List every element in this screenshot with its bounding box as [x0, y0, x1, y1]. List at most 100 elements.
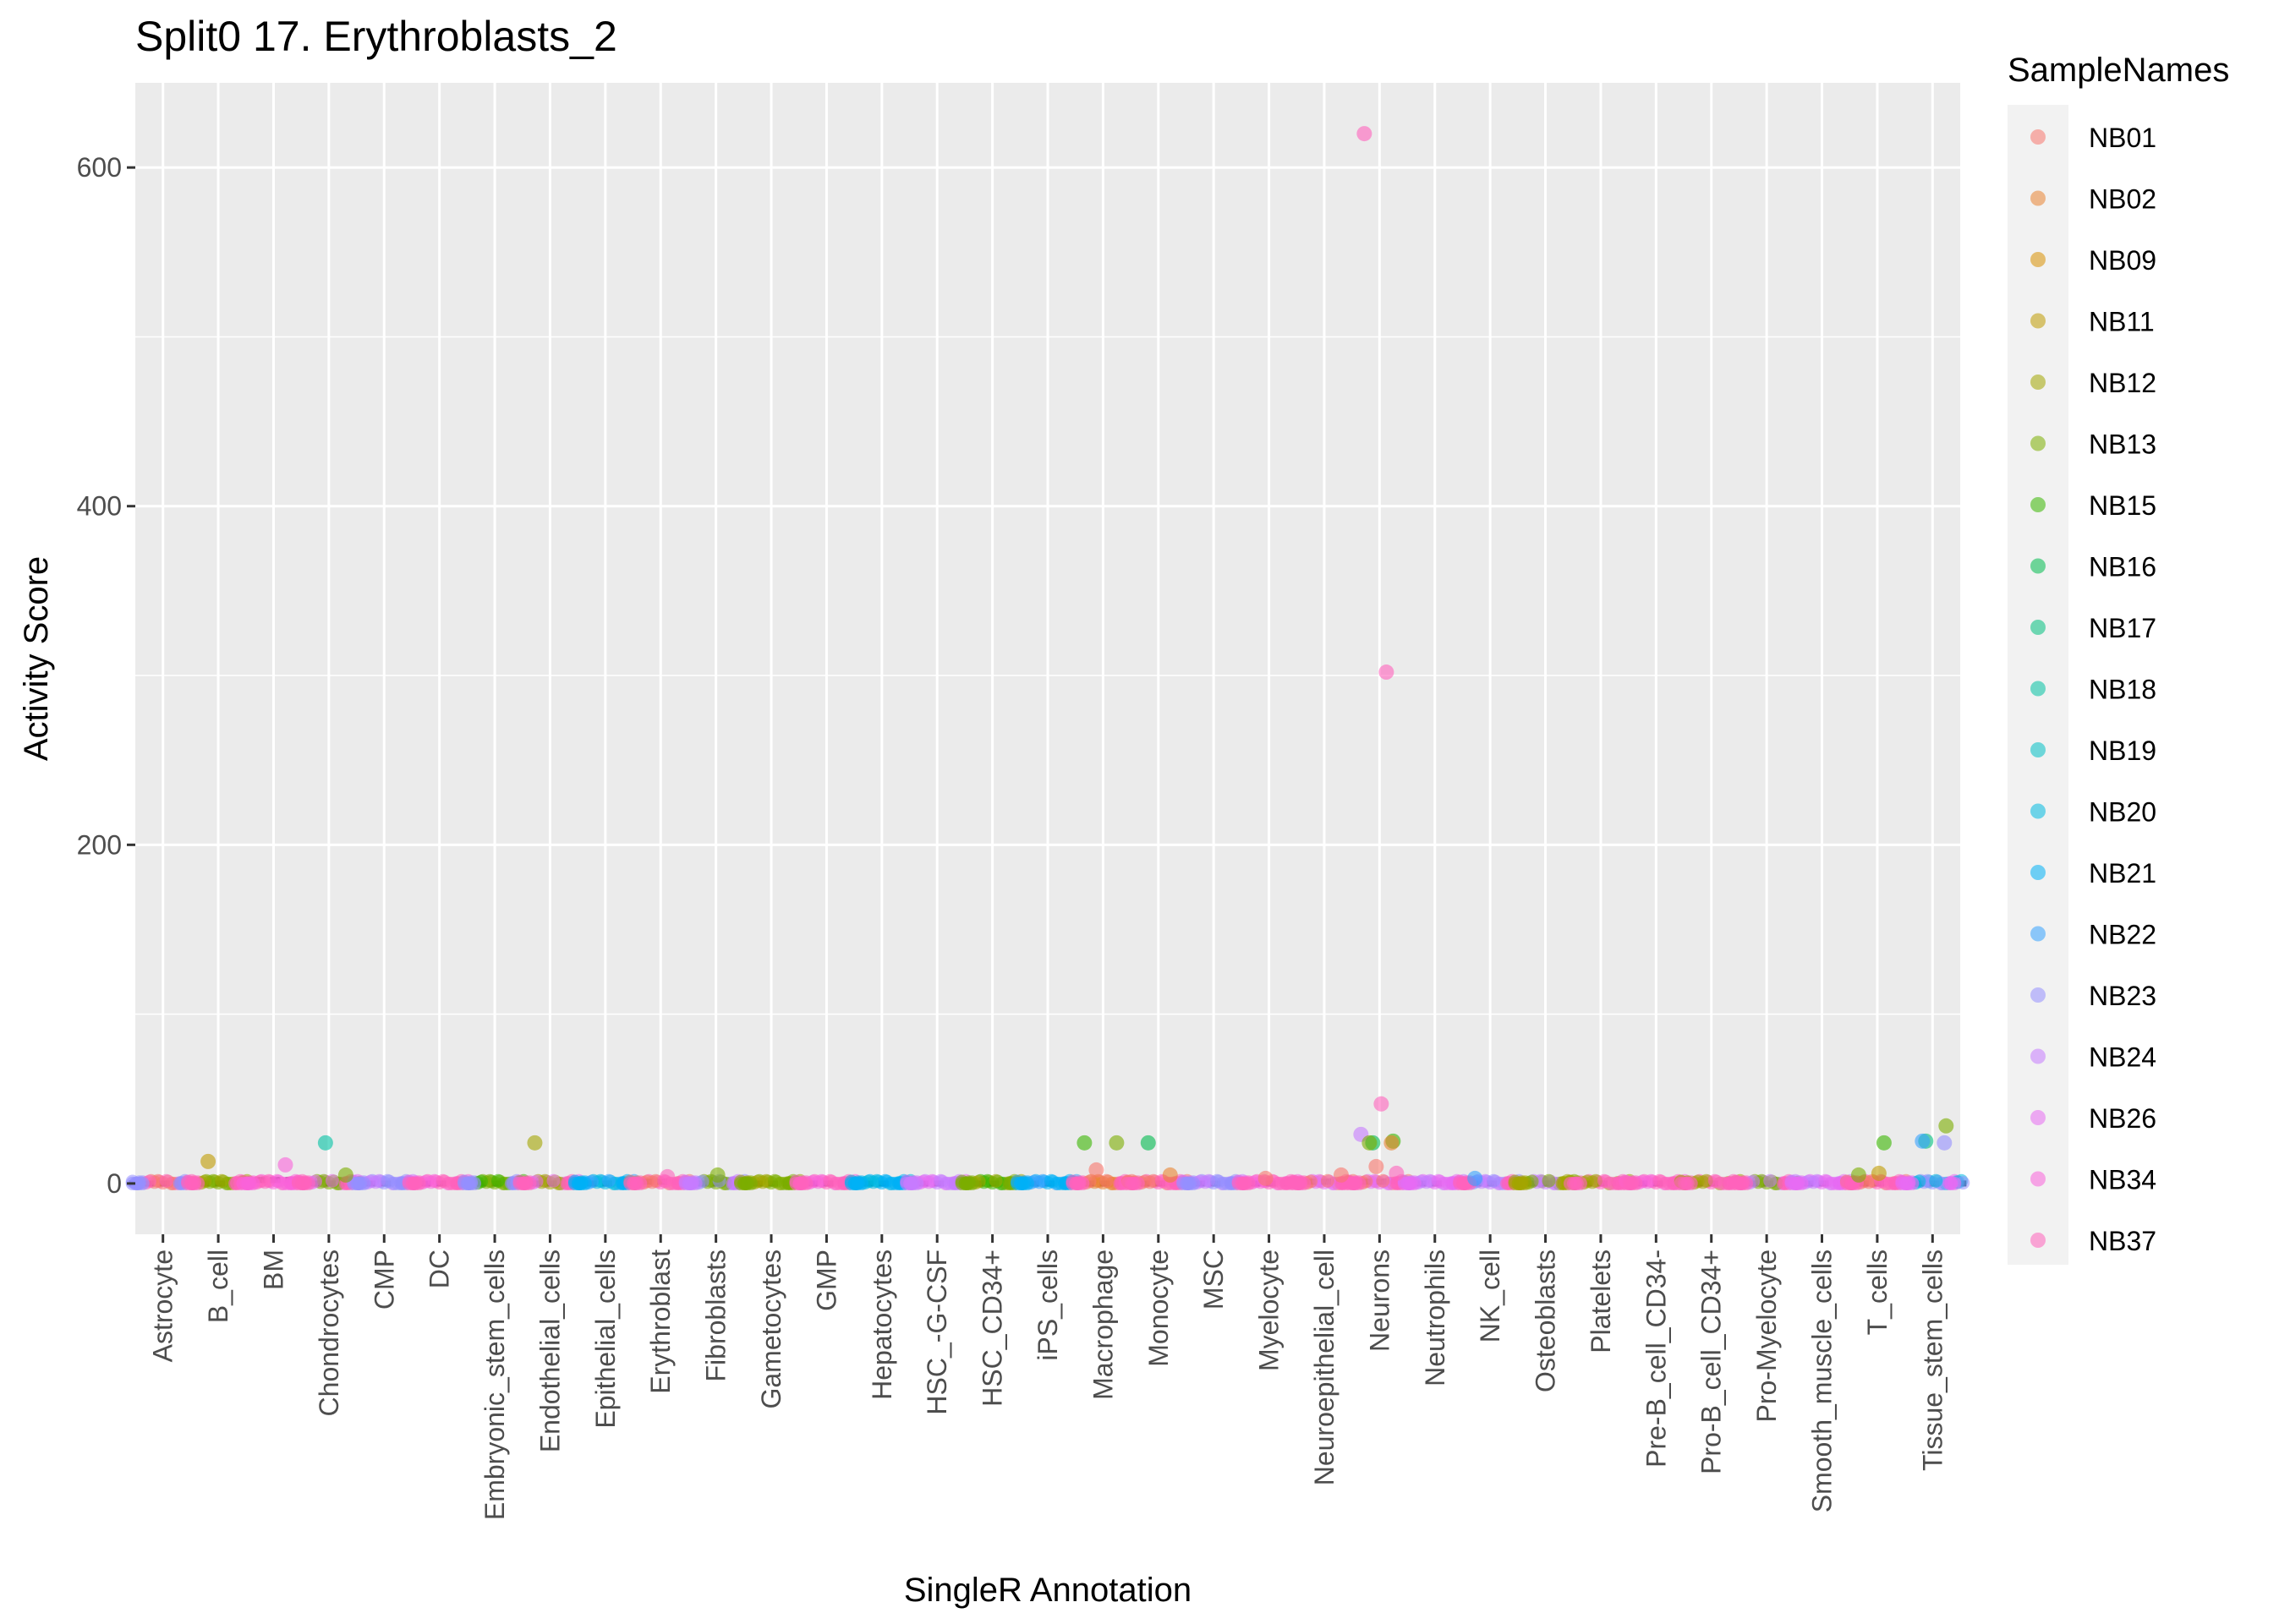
- legend-label: NB20: [2089, 797, 2156, 828]
- y-axis: 0 200 400 600: [77, 152, 135, 1199]
- x-tick-label: BM: [258, 1249, 288, 1290]
- legend-key: [2030, 375, 2046, 390]
- data-point: [1320, 1173, 1334, 1188]
- data-point: [1929, 1173, 1943, 1188]
- data-point: [1099, 1173, 1114, 1188]
- data-point: [215, 1173, 229, 1188]
- legend-label: NB12: [2089, 368, 2156, 398]
- legend-label: NB18: [2089, 675, 2156, 705]
- x-tick-label: CMP: [369, 1249, 399, 1310]
- outlier-point: [337, 1167, 353, 1183]
- data-point: [574, 1176, 589, 1190]
- data-point: [1376, 1173, 1390, 1188]
- data-point: [159, 1173, 173, 1188]
- legend-key: [2030, 558, 2046, 574]
- y-tick-label: 200: [77, 829, 122, 860]
- legend-key: [2030, 497, 2046, 512]
- x-tick-label: Platelets: [1586, 1249, 1616, 1353]
- legend-label: NB34: [2089, 1165, 2156, 1195]
- data-point: [188, 1176, 202, 1190]
- legend-label: NB22: [2089, 920, 2156, 950]
- legend-key: [2030, 926, 2046, 942]
- legend-key: [2030, 987, 2046, 1003]
- legend-label: NB21: [2089, 858, 2156, 889]
- data-point: [1072, 1176, 1087, 1190]
- legend-label: NB19: [2089, 735, 2156, 766]
- legend-label: NB37: [2089, 1226, 2156, 1256]
- outlier-point: [660, 1168, 676, 1184]
- x-tick-label: iPS_cells: [1033, 1249, 1063, 1361]
- legend-key: [2030, 620, 2046, 635]
- outlier-point: [1938, 1118, 1954, 1134]
- data-point: [1127, 1176, 1142, 1190]
- legend-key: [2030, 129, 2046, 145]
- x-axis-label: SingleR Annotation: [904, 1572, 1192, 1609]
- legend-key: [2030, 1233, 2046, 1248]
- legend: SampleNames NB01 NB02 NB09 NB11 NB12 NB13 NB15…: [2008, 52, 2229, 1265]
- x-tick-label: HSC_-G-CSF: [922, 1249, 952, 1415]
- x-tick-label: NK_cell: [1475, 1249, 1505, 1342]
- data-point: [796, 1176, 810, 1190]
- x-tick-label: Embryonic_stem_cells: [479, 1249, 510, 1520]
- legend-label: NB24: [2089, 1042, 2156, 1073]
- legend-label: NB02: [2089, 184, 2156, 215]
- data-point: [270, 1173, 284, 1188]
- data-point: [989, 1173, 1003, 1188]
- legend-label: NB01: [2089, 123, 2156, 153]
- data-point: [907, 1176, 921, 1190]
- outlier-point: [1876, 1135, 1892, 1151]
- data-point: [1293, 1176, 1307, 1190]
- x-tick-label: Astrocyte: [148, 1249, 178, 1362]
- legend-key: [2030, 681, 2046, 697]
- legend-key: [2030, 252, 2046, 267]
- x-tick-label: Pre-B_cell_CD34-: [1641, 1249, 1671, 1468]
- data-point: [1210, 1173, 1224, 1188]
- outlier-point: [1467, 1170, 1483, 1186]
- x-tick-label: Neurons: [1364, 1249, 1394, 1352]
- outlier-point: [1937, 1135, 1953, 1151]
- legend-items: NB01 NB02 NB09 NB11 NB12 NB13 NB15 NB16 NB17 NB18…: [2030, 123, 2156, 1256]
- outlier-point: [1088, 1162, 1104, 1178]
- legend-key: [2030, 1110, 2046, 1125]
- x-tick-label: Neutrophils: [1420, 1249, 1450, 1386]
- outlier-point: [1850, 1167, 1866, 1183]
- x-tick-label: Hepatocytes: [867, 1249, 897, 1400]
- y-tick-label: 400: [77, 491, 122, 522]
- outlier-point: [709, 1167, 726, 1183]
- x-tick-label: Macrophage: [1087, 1249, 1118, 1400]
- data-point: [1515, 1176, 1529, 1190]
- data-point: [1404, 1176, 1418, 1190]
- x-tick-label: B_cell: [203, 1249, 233, 1323]
- legend-key: [2030, 1171, 2046, 1187]
- data-point: [381, 1173, 395, 1188]
- legend-key: [2030, 435, 2046, 451]
- legend-title: SampleNames: [2008, 52, 2229, 89]
- data-point: [1044, 1173, 1058, 1188]
- data-point: [436, 1173, 450, 1188]
- y-tick-label: 0: [107, 1168, 122, 1199]
- outlier-point: [1378, 664, 1394, 681]
- outlier-point: [1140, 1135, 1156, 1151]
- x-tick-label: HSC_CD34+: [978, 1249, 1008, 1407]
- legend-key: [2030, 1048, 2046, 1064]
- data-point: [1349, 1176, 1363, 1190]
- data-point: [1652, 1173, 1667, 1188]
- data-point: [1791, 1176, 1805, 1190]
- outlier-point: [1368, 1158, 1384, 1174]
- outlier-point: [317, 1135, 333, 1151]
- data-point: [1542, 1173, 1556, 1188]
- data-point: [601, 1173, 616, 1188]
- legend-label: NB11: [2089, 307, 2155, 337]
- x-tick-label: Smooth_muscle_cells: [1807, 1249, 1838, 1512]
- outlier-point: [1333, 1167, 1349, 1183]
- outlier-point: [1162, 1167, 1178, 1183]
- legend-key: [2030, 313, 2046, 329]
- data-point: [243, 1176, 257, 1190]
- data-point: [851, 1176, 865, 1190]
- legend-label: NB16: [2089, 552, 2156, 582]
- data-point: [1570, 1176, 1584, 1190]
- x-tick-label: Myelocyte: [1254, 1249, 1285, 1371]
- data-point: [546, 1173, 561, 1188]
- data-point: [823, 1173, 837, 1188]
